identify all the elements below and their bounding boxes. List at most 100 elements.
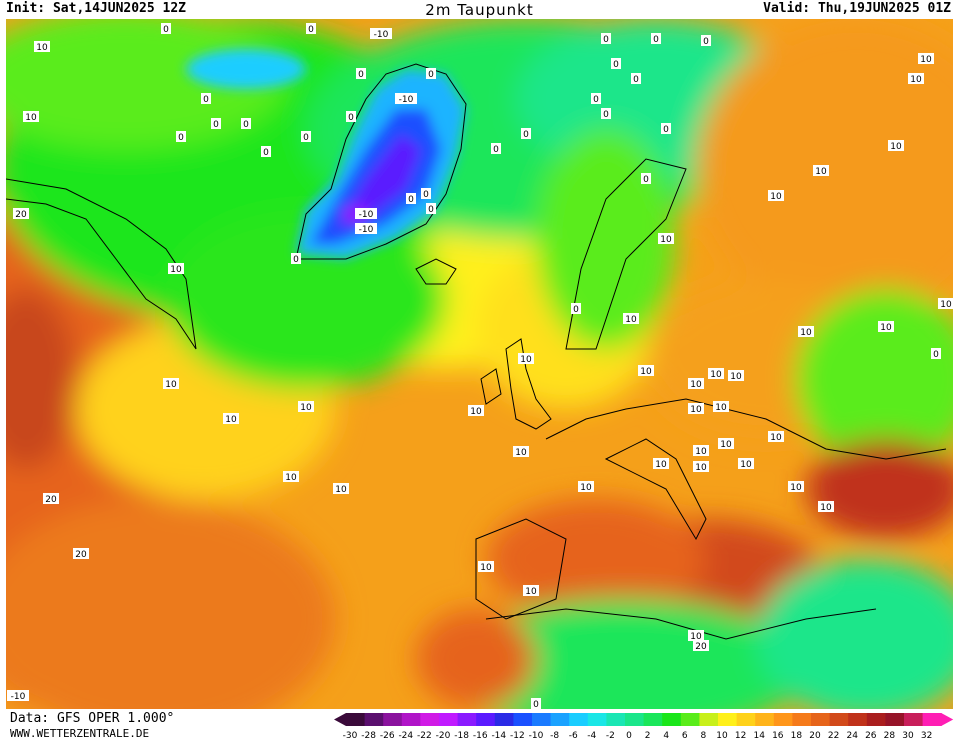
legend-swatch bbox=[625, 713, 645, 726]
contour-label-bg bbox=[291, 253, 301, 264]
legend-tick-label: 18 bbox=[791, 731, 803, 741]
map-footer: Data: GFS OPER 1.000° WWW.WETTERZENTRALE… bbox=[0, 709, 959, 741]
contour-label-bg bbox=[768, 431, 784, 442]
contour-label-bg bbox=[356, 68, 366, 79]
contour-label-bg bbox=[601, 108, 611, 119]
contour-label: 0 bbox=[423, 190, 429, 200]
contour-label: 20 bbox=[695, 642, 707, 652]
contour-label-bg bbox=[768, 190, 784, 201]
legend-tick-label: -16 bbox=[473, 731, 488, 741]
contour-label-bg bbox=[708, 368, 724, 379]
data-source: Data: GFS OPER 1.000° bbox=[10, 711, 175, 726]
contour-label: 10 bbox=[720, 440, 732, 450]
contour-label: 10 bbox=[695, 463, 707, 473]
legend-tick-label: 2 bbox=[645, 731, 651, 741]
contour-label-bg bbox=[211, 118, 221, 129]
legend-tick-label: 30 bbox=[902, 731, 914, 741]
contour-label: 10 bbox=[710, 370, 722, 380]
contour-label: 10 bbox=[770, 192, 782, 202]
contour-label: 10 bbox=[640, 367, 652, 377]
contour-label-bg bbox=[693, 445, 709, 456]
contour-label-bg bbox=[728, 370, 744, 381]
contour-label-bg bbox=[201, 93, 211, 104]
contour-label: 0 bbox=[613, 60, 619, 70]
legend-swatch bbox=[866, 713, 886, 726]
legend-swatch bbox=[457, 713, 477, 726]
contour-label: 10 bbox=[715, 403, 727, 413]
contour-label-bg bbox=[788, 481, 804, 492]
legend-swatch bbox=[922, 713, 942, 726]
contour-label-bg bbox=[888, 140, 904, 151]
legend-swatch bbox=[662, 713, 682, 726]
contour-label-bg bbox=[491, 143, 501, 154]
contour-label-bg bbox=[34, 41, 50, 52]
init-time: Init: Sat,14JUN2025 12Z bbox=[6, 1, 187, 16]
contour-label: 0 bbox=[163, 25, 169, 35]
contour-label-bg bbox=[713, 401, 729, 412]
contour-label-bg bbox=[878, 321, 894, 332]
contour-label-bg bbox=[521, 128, 531, 139]
map-header: Init: Sat,14JUN2025 12Z 2m Taupunkt Vali… bbox=[0, 0, 959, 19]
britain-coast bbox=[505, 338, 552, 430]
contour-label-bg bbox=[611, 58, 621, 69]
contour-label-bg bbox=[355, 223, 377, 234]
contour-label: 0 bbox=[308, 25, 314, 35]
north-africa-coast bbox=[485, 608, 877, 640]
contour-label-bg bbox=[688, 378, 704, 389]
contour-label: 0 bbox=[933, 350, 939, 360]
legend-tick-label: -24 bbox=[398, 731, 413, 741]
legend-swatch bbox=[587, 713, 607, 726]
contour-label-bg bbox=[301, 131, 311, 142]
legend-tick-label: -8 bbox=[550, 731, 559, 741]
contour-label: 10 bbox=[695, 447, 707, 457]
legend-swatch bbox=[792, 713, 812, 726]
contour-label: 10 bbox=[815, 167, 827, 177]
legend-tick-label: 14 bbox=[753, 731, 765, 741]
legend-swatch bbox=[476, 713, 496, 726]
legend-tick-label: 12 bbox=[735, 731, 746, 741]
legend-swatch bbox=[718, 713, 738, 726]
contour-label: 10 bbox=[790, 483, 802, 493]
contour-label: 10 bbox=[655, 460, 667, 470]
legend-tick-label: 22 bbox=[828, 731, 839, 741]
legend-tick-label: 20 bbox=[809, 731, 821, 741]
contour-label: 10 bbox=[285, 473, 297, 483]
contour-label: 10 bbox=[910, 75, 922, 85]
contour-label: 10 bbox=[940, 300, 952, 310]
legend-swatch bbox=[848, 713, 868, 726]
north-america-coast bbox=[6, 178, 197, 350]
contour-label-bg bbox=[261, 146, 271, 157]
ireland-coast bbox=[480, 368, 502, 405]
contour-label: 10 bbox=[890, 142, 902, 152]
contour-label: 0 bbox=[603, 110, 609, 120]
contour-label-bg bbox=[631, 73, 641, 84]
contour-label: 10 bbox=[520, 355, 532, 365]
contour-label: 0 bbox=[408, 195, 414, 205]
color-legend: -30 -28 -26 -24 -22 -20 -18 -16 -14 -12 -10 -8 -6 -4-… bbox=[334, 713, 954, 741]
legend-tick-label: 4 bbox=[663, 731, 669, 741]
contour-label-bg bbox=[818, 501, 834, 512]
contour-label-bg bbox=[421, 188, 431, 199]
legend-swatch bbox=[680, 713, 700, 726]
contour-label-bg bbox=[478, 561, 494, 572]
contour-label-bg bbox=[918, 53, 934, 64]
contour-label-bg bbox=[601, 33, 611, 44]
contour-label-bg bbox=[798, 326, 814, 337]
contour-label: 10 bbox=[920, 55, 932, 65]
contour-label: 0 bbox=[643, 175, 649, 185]
contour-label: 10 bbox=[515, 448, 527, 458]
contour-label-bg bbox=[346, 111, 356, 122]
contour-label: 10 bbox=[225, 415, 237, 425]
contour-label: 10 bbox=[660, 235, 672, 245]
legend-tick-label: -14 bbox=[491, 731, 506, 741]
contour-label-bg bbox=[370, 28, 392, 39]
contour-label: -10 bbox=[399, 95, 414, 105]
iberia-coast bbox=[475, 518, 567, 620]
legend-tick-label: -30 bbox=[343, 731, 358, 741]
contour-label-bg bbox=[688, 630, 704, 641]
legend-tick-label: 8 bbox=[701, 731, 707, 741]
contour-label-bg bbox=[168, 263, 184, 274]
legend-tick-label: -2 bbox=[606, 731, 615, 741]
contour-label: -10 bbox=[359, 210, 374, 220]
